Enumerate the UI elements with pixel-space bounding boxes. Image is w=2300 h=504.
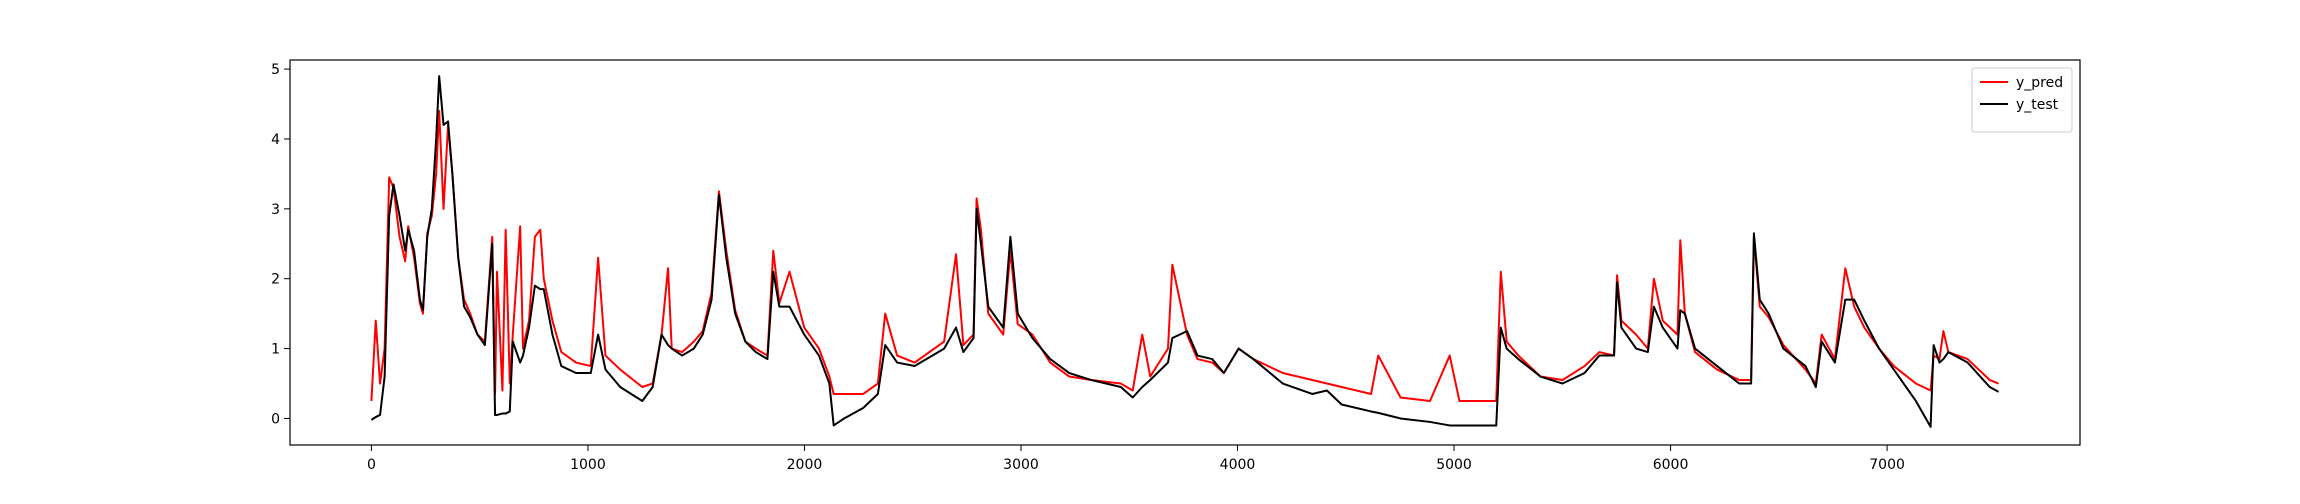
y-tick-label: 0 bbox=[271, 411, 280, 427]
legend-label: y_pred bbox=[2016, 75, 2063, 91]
x-tick-label: 1000 bbox=[570, 457, 606, 473]
legend-label: y_test bbox=[2016, 97, 2059, 113]
y-tick-label: 2 bbox=[271, 272, 280, 288]
x-tick-label: 4000 bbox=[1220, 457, 1256, 473]
x-tick-label: 5000 bbox=[1436, 457, 1472, 473]
x-tick-label: 0 bbox=[367, 457, 376, 473]
x-tick-label: 6000 bbox=[1653, 457, 1689, 473]
y-tick-label: 5 bbox=[271, 62, 280, 78]
x-tick-label: 2000 bbox=[787, 457, 823, 473]
y-tick-label: 4 bbox=[271, 132, 280, 148]
x-tick-label: 7000 bbox=[1869, 457, 1905, 473]
y-tick-label: 1 bbox=[271, 342, 280, 358]
x-tick-label: 3000 bbox=[1003, 457, 1039, 473]
line-series bbox=[370, 75, 2000, 428]
legend-box bbox=[1971, 67, 2073, 133]
plot-frame bbox=[289, 59, 2081, 446]
y-tick-label: 3 bbox=[271, 202, 280, 218]
